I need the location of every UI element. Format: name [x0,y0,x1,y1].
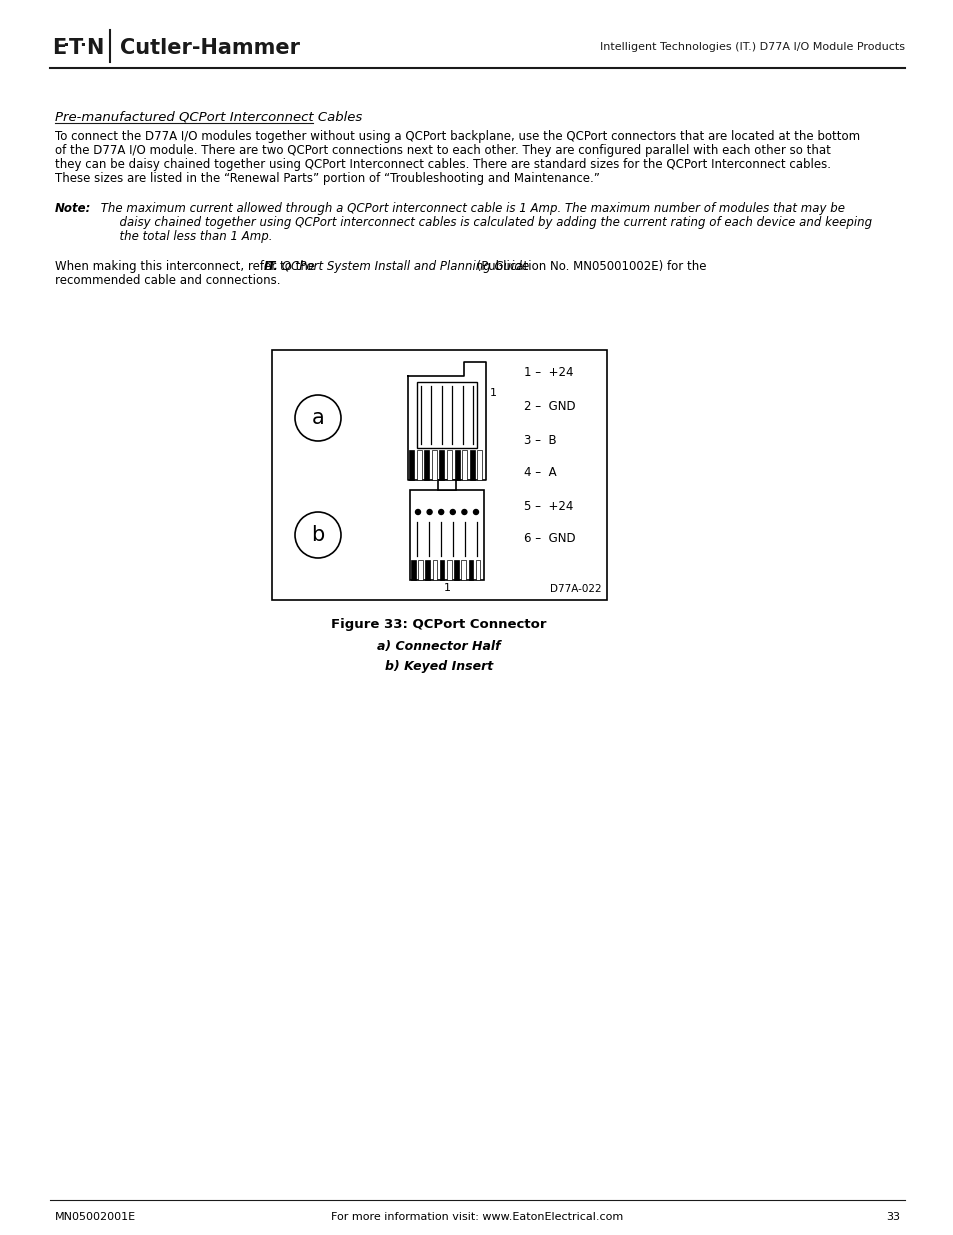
Text: Pre-manufactured QCPort Interconnect Cables: Pre-manufactured QCPort Interconnect Cab… [55,110,362,124]
Bar [447,450,452,480]
Bar [417,559,422,580]
Text: b) Keyed Insert: b) Keyed Insert [384,659,493,673]
Circle shape [461,510,466,515]
Text: ·: · [79,37,86,56]
Text: the total less than 1 Amp.: the total less than 1 Amp. [97,230,273,243]
Bar [272,350,606,600]
Text: 4 –  A: 4 – A [523,467,556,479]
Text: 6 –  GND: 6 – GND [523,532,575,546]
Text: T: T [69,38,83,58]
Text: These sizes are listed in the “Renewal Parts” portion of “Troubleshooting and Ma: These sizes are listed in the “Renewal P… [55,172,599,185]
Bar [476,450,482,480]
Circle shape [473,510,478,515]
Text: N: N [86,38,103,58]
Text: recommended cable and connections.: recommended cable and connections. [55,274,280,287]
Text: The maximum current allowed through a QCPort interconnect cable is 1 Amp. The ma: The maximum current allowed through a QC… [97,203,844,215]
Text: Cutler-Hammer: Cutler-Hammer [120,38,299,58]
Bar [454,559,458,580]
Bar [425,559,430,580]
Text: 3 –  B: 3 – B [523,433,556,447]
Text: For more information visit: www.EatonElectrical.com: For more information visit: www.EatonEle… [331,1212,622,1221]
Bar [411,559,416,580]
Text: of the D77A I/O module. There are two QCPort connections next to each other. The: of the D77A I/O module. There are two QC… [55,144,830,157]
Bar [424,450,429,480]
Circle shape [427,510,432,515]
Circle shape [438,510,443,515]
Text: (Publication No. MN05001002E) for the: (Publication No. MN05001002E) for the [473,261,706,273]
Bar [439,559,444,580]
Text: E: E [52,38,66,58]
Text: When making this interconnect, refer to the: When making this interconnect, refer to … [55,261,318,273]
Text: QCPort System Install and Planning Guide: QCPort System Install and Planning Guide [278,261,529,273]
Text: 2 –  GND: 2 – GND [523,400,575,414]
Bar [461,559,466,580]
Bar [416,450,421,480]
Text: Intelligent Technologies (IT.) D77A I/O Module Products: Intelligent Technologies (IT.) D77A I/O … [599,42,904,52]
Text: Note:: Note: [55,203,91,215]
Text: a) Connector Half: a) Connector Half [376,640,500,653]
Text: 1: 1 [490,388,497,398]
Circle shape [416,510,420,515]
Text: D77A-022: D77A-022 [550,584,601,594]
Bar [469,450,475,480]
Text: 33: 33 [885,1212,899,1221]
Text: ·: · [62,37,69,56]
Circle shape [450,510,455,515]
Bar [468,559,473,580]
Bar [455,450,459,480]
Text: To connect the D77A I/O modules together without using a QCPort backplane, use t: To connect the D77A I/O modules together… [55,130,860,143]
Bar [432,559,436,580]
Text: MN05002001E: MN05002001E [55,1212,136,1221]
Bar [439,450,444,480]
Text: 1 –  +24: 1 – +24 [523,366,573,378]
Bar [410,490,483,580]
Bar [447,559,451,580]
Text: b: b [311,525,324,545]
Bar [432,450,436,480]
Bar [461,450,467,480]
Bar [416,382,476,448]
Bar [476,559,480,580]
Text: 1: 1 [443,583,450,593]
Text: daisy chained together using QCPort interconnect cables is calculated by adding : daisy chained together using QCPort inte… [97,216,871,228]
Text: a: a [312,408,324,429]
Bar [437,480,456,490]
Bar [409,450,414,480]
Text: Figure 33: QCPort Connector: Figure 33: QCPort Connector [331,618,546,631]
Text: IT.: IT. [264,261,278,273]
Text: 5 –  +24: 5 – +24 [523,499,573,513]
Text: they can be daisy chained together using QCPort Interconnect cables. There are s: they can be daisy chained together using… [55,158,830,170]
